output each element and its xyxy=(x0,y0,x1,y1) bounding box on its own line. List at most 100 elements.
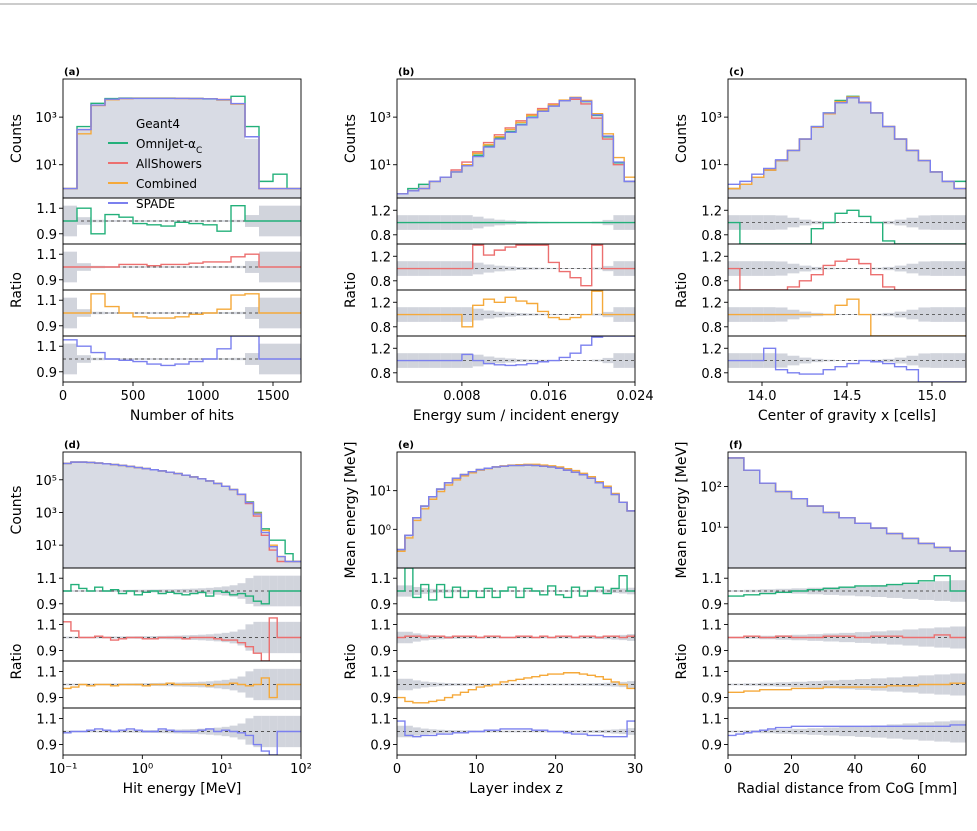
geant4-uncertainty-band xyxy=(783,729,792,734)
omnijet-ratio-line xyxy=(397,568,635,601)
geant4-uncertainty-band xyxy=(166,682,175,687)
geant4-uncertainty-band xyxy=(807,587,816,595)
geant4-uncertainty-band xyxy=(158,589,167,593)
geant4-uncertainty-band xyxy=(878,584,887,598)
geant4-uncertainty-band xyxy=(775,729,784,734)
geant4-uncertainty-band xyxy=(763,215,776,230)
geant4-uncertainty-band xyxy=(902,723,911,740)
legend-entry-geant4: Geant4 xyxy=(110,117,180,131)
geant4-uncertainty-band xyxy=(728,730,736,733)
x-tick-label: 20 xyxy=(547,762,564,777)
y-tick-label: 10¹ xyxy=(700,521,722,536)
ratio-y-tick-label: 1.1 xyxy=(36,248,57,263)
spade-step-line xyxy=(728,457,966,552)
geant4-uncertainty-band xyxy=(142,589,151,593)
omnijet-ratio-line xyxy=(728,209,966,244)
x-tick-label: 40 xyxy=(847,762,864,777)
panel-label: (c) xyxy=(729,67,744,78)
geant4-uncertainty-band xyxy=(751,683,760,686)
geant4-uncertainty-band xyxy=(823,359,836,362)
geant4-uncertainty-band xyxy=(213,633,222,642)
ratio-plot-area xyxy=(728,347,966,382)
ratio-plot-area xyxy=(63,293,301,329)
x-tick-label: 14.0 xyxy=(748,389,777,404)
geant4-uncertainty-band xyxy=(237,629,246,646)
legend-swatch xyxy=(110,118,124,128)
geant4-uncertainty-band xyxy=(878,725,887,738)
geant4-uncertainty-band xyxy=(728,683,736,686)
geant4-uncertainty-band xyxy=(175,266,189,268)
main-plot-area xyxy=(397,96,635,198)
geant4-uncertainty-band xyxy=(237,723,246,740)
x-tick-label: 500 xyxy=(121,389,146,404)
ratio-y-tick-label: 0.8 xyxy=(370,321,391,336)
geant4-uncertainty-band xyxy=(94,730,103,733)
combined-ratio-line xyxy=(728,298,966,336)
geant4-uncertainty-band xyxy=(444,730,453,733)
x-tick-label: 0 xyxy=(393,762,401,777)
geant4-uncertainty-band xyxy=(428,729,437,734)
geant4-uncertainty-band xyxy=(854,585,863,597)
geant4-uncertainty-band xyxy=(420,681,429,688)
ratio-subpanel-combined: 0.9 1.1 xyxy=(36,289,302,337)
ratio-y-tick-label: 1.2 xyxy=(370,250,391,265)
ratio-y-tick-label: 0.9 xyxy=(36,366,57,381)
ratio-axes-frame xyxy=(396,335,636,383)
geant4-uncertainty-band xyxy=(261,715,270,748)
ratio-plot-area xyxy=(397,244,635,287)
ratio-axis-label: Ratio xyxy=(9,272,25,308)
geant4-uncertainty-band xyxy=(86,683,95,686)
geant4-uncertainty-band xyxy=(739,215,752,230)
allshowers-ratio-line xyxy=(728,634,966,639)
ratio-plot-area xyxy=(63,204,301,237)
geant4-uncertainty-band xyxy=(110,636,119,639)
geant4-uncertainty-band xyxy=(595,683,604,686)
panel-label: (b) xyxy=(398,67,414,78)
panel-label: (f) xyxy=(729,440,743,451)
geant4-uncertainty-band xyxy=(570,314,581,315)
ratio-y-tick-label: 1.1 xyxy=(701,618,722,633)
legend-label: SPADE xyxy=(136,197,175,211)
geant4-uncertainty-band xyxy=(878,678,887,691)
geant4-uncertainty-band xyxy=(175,312,189,314)
ratio-y-tick-label: 0.9 xyxy=(370,692,391,707)
y-axis-label: Counts xyxy=(674,114,690,163)
geant4-uncertainty-band xyxy=(854,679,863,690)
geant4-uncertainty-band xyxy=(444,683,453,686)
ratio-plot-area xyxy=(728,209,966,244)
x-tick-label: 14.5 xyxy=(833,389,862,404)
y-tick-label: 10¹ xyxy=(35,159,57,174)
ratio-y-tick-label: 1.2 xyxy=(370,296,391,311)
ratio-axis-label: Ratio xyxy=(674,272,690,308)
geant4-uncertainty-band xyxy=(63,730,71,733)
ratio-subpanel-combined: 0.8 1.2 xyxy=(370,289,636,337)
y-tick-label: 10⁰ xyxy=(369,523,391,538)
ratio-y-tick-label: 1.1 xyxy=(36,618,57,633)
geant4-uncertainty-band xyxy=(775,353,788,368)
geant4-uncertainty-band xyxy=(902,583,911,599)
panel-d: 10¹ 10³ 10⁵ Counts (d) 0.9 1.1 0.9 1.1 0.9 1.1 0.9 1… xyxy=(9,440,312,797)
x-tick-label: 15.0 xyxy=(918,389,947,404)
geant4-uncertainty-band xyxy=(882,312,895,317)
geant4-uncertainty-band xyxy=(94,590,103,592)
ratio-subpanel-omnijet: 0.9 1.1 xyxy=(36,567,302,615)
legend-entry-allshowers: AllShowers xyxy=(108,157,202,171)
geant4-uncertainty-band xyxy=(775,261,788,276)
geant4-uncertainty-band xyxy=(452,589,461,593)
x-tick-label: 10⁻¹ xyxy=(49,762,78,777)
y-tick-label: 10³ xyxy=(700,111,722,126)
geant4-uncertainty-band xyxy=(86,730,95,733)
ratio-plot-area xyxy=(63,251,301,283)
legend-label: Geant4 xyxy=(136,117,180,131)
geant4-uncertainty-band xyxy=(571,683,580,686)
ratio-subpanel-omnijet: 0.8 1.2 xyxy=(370,197,636,245)
geant4-uncertainty-band xyxy=(217,220,231,222)
x-tick-label: 0.008 xyxy=(443,389,480,404)
geant4-uncertainty-band xyxy=(476,590,485,592)
geant4-uncertainty-band xyxy=(735,683,744,686)
y-axis-label: Mean energy [MeV] xyxy=(674,441,690,578)
ratio-subpanel-combined: 0.9 1.1 xyxy=(370,660,636,709)
geant4-uncertainty-band xyxy=(835,314,847,316)
geant4-uncertainty-band xyxy=(926,722,935,741)
geant4-uncertainty-band xyxy=(189,588,198,594)
